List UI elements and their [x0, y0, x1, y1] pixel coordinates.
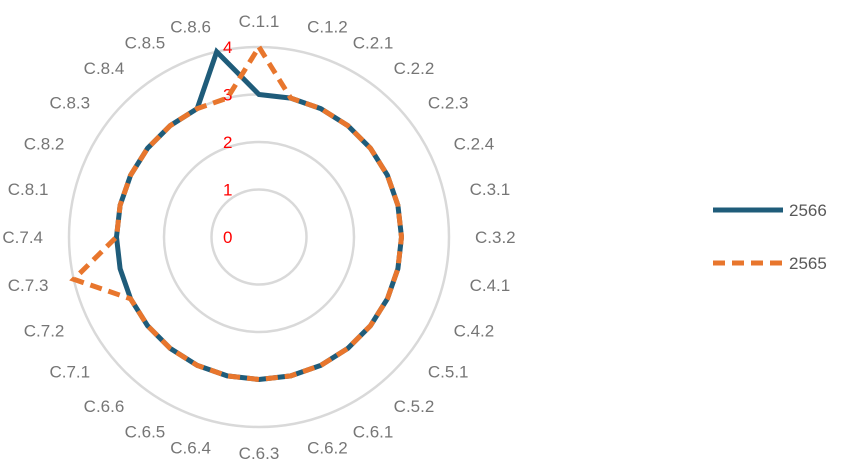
category-label-c-3-1: C.3.1	[470, 180, 511, 199]
tick-label-1: 1	[223, 181, 232, 200]
category-label-c-6-1: C.6.1	[353, 423, 394, 442]
legend: 2566 2565	[713, 201, 827, 273]
category-label-c-8-2: C.8.2	[24, 134, 65, 153]
category-label-c-6-6: C.6.6	[84, 397, 125, 416]
category-label-c-2-1: C.2.1	[353, 33, 394, 52]
category-label-c-7-2: C.7.2	[24, 322, 65, 341]
category-label-c-8-4: C.8.4	[84, 59, 125, 78]
grid-ring-2	[164, 142, 354, 332]
tick-label-4: 4	[223, 38, 232, 57]
radar-grid	[69, 47, 449, 427]
grid-ring-4	[69, 47, 449, 427]
category-label-c-8-6: C.8.6	[170, 17, 211, 36]
category-label-c-2-2: C.2.2	[394, 59, 435, 78]
series-line-2566	[117, 52, 402, 380]
tick-label-2: 2	[223, 133, 232, 152]
tick-label-0: 0	[223, 228, 232, 247]
category-label-c-7-1: C.7.1	[49, 363, 90, 382]
category-label-c-6-5: C.6.5	[125, 423, 166, 442]
category-label-c-8-1: C.8.1	[8, 180, 49, 199]
category-label-c-2-3: C.2.3	[428, 93, 469, 112]
category-label-c-8-3: C.8.3	[49, 93, 90, 112]
category-label-c-4-1: C.4.1	[470, 276, 511, 295]
category-label-c-7-4: C.7.4	[2, 228, 43, 247]
legend-label-2566: 2566	[789, 201, 827, 220]
category-label-c-1-2: C.1.2	[307, 17, 348, 36]
category-label-c-6-2: C.6.2	[307, 439, 348, 458]
category-label-c-1-1: C.1.1	[239, 12, 280, 31]
category-label-c-5-1: C.5.1	[428, 363, 469, 382]
category-label-c-2-4: C.2.4	[454, 134, 495, 153]
legend-label-2565: 2565	[789, 254, 827, 273]
category-label-c-6-4: C.6.4	[170, 439, 211, 458]
category-labels: C.1.1 C.1.2 C.2.1C.2.2 C.2.3 C.2.4 C.3.1 C.3.2…	[2, 12, 515, 463]
category-label-c-7-3: C.7.3	[8, 276, 49, 295]
category-label-c-5-2: C.5.2	[394, 397, 435, 416]
category-label-c-6-3: C.6.3	[239, 444, 280, 463]
category-label-c-3-2: C.3.2	[475, 228, 516, 247]
category-label-c-8-5: C.8.5	[125, 33, 166, 52]
category-label-c-4-2: C.4.2	[454, 322, 495, 341]
